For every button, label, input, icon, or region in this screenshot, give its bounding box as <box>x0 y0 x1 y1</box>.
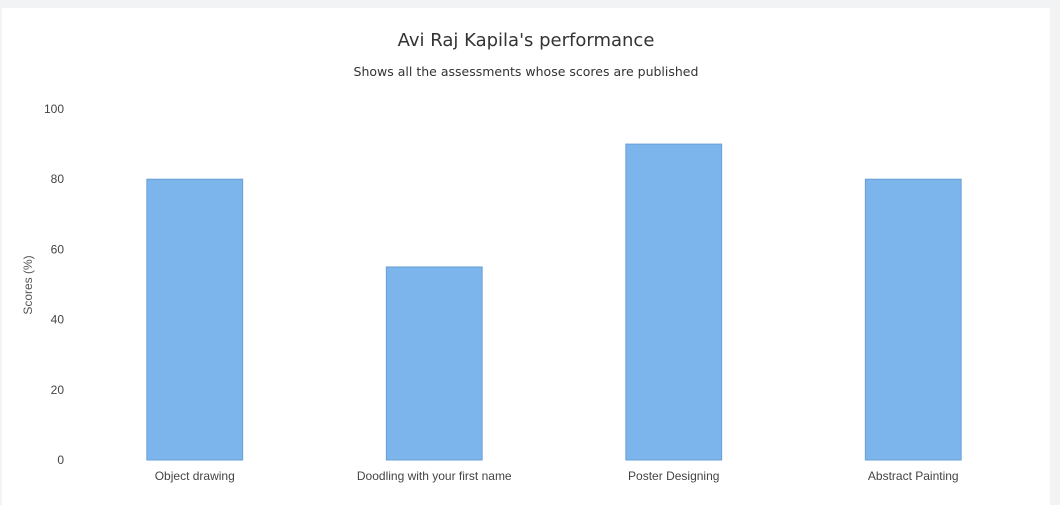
chart-title: Avi Raj Kapila's performance <box>397 30 655 51</box>
bar[interactable] <box>385 266 483 461</box>
y-tick-label: 100 <box>44 102 64 116</box>
bars-group <box>146 143 962 461</box>
y-tick-label: 80 <box>51 172 65 186</box>
y-tick-label: 20 <box>51 383 65 397</box>
bar[interactable] <box>625 143 723 461</box>
bar[interactable] <box>146 178 244 461</box>
y-axis: 0 20 40 60 80 100 <box>44 102 64 467</box>
y-tick-label: 60 <box>51 242 65 256</box>
x-tick-label: Object drawing <box>155 469 235 483</box>
x-tick-label: Poster Designing <box>628 469 719 483</box>
chart-subtitle: Shows all the assessments whose scores a… <box>353 64 699 79</box>
x-axis: Object drawing Doodling with your first n… <box>155 469 959 483</box>
bar[interactable] <box>864 178 962 461</box>
x-tick-label: Doodling with your first name <box>357 469 512 483</box>
y-tick-label: 40 <box>51 313 65 327</box>
y-axis-label: Scores (%) <box>21 255 35 314</box>
x-tick-label: Abstract Painting <box>868 469 959 483</box>
y-tick-label: 0 <box>57 453 64 467</box>
